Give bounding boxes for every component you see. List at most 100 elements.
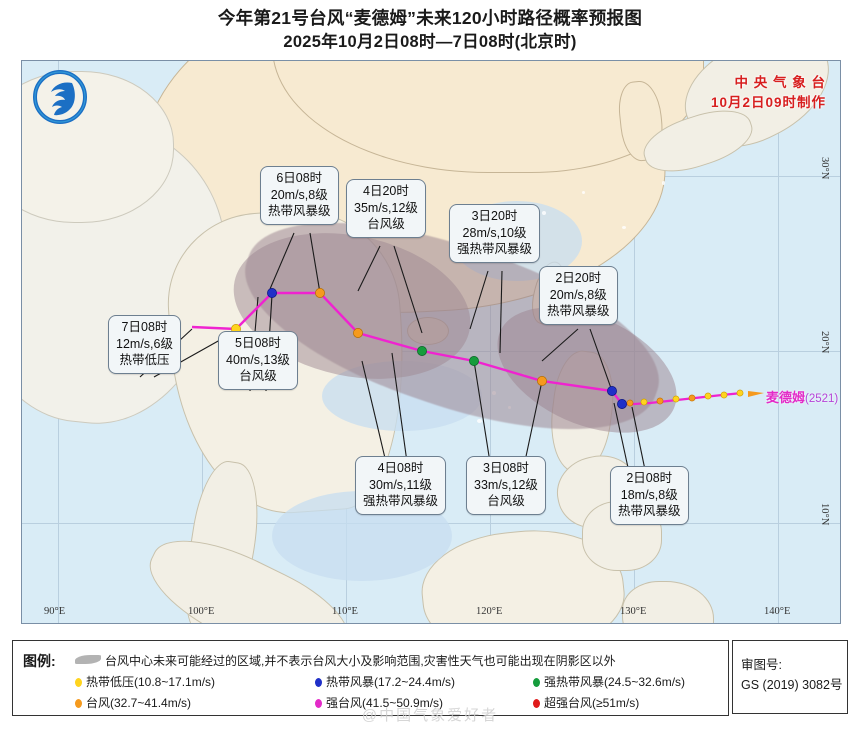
lon-label-120e: 120°E <box>476 606 503 617</box>
callout-3-08[interactable]: 3日08时 33m/s,12级 台风级 <box>466 456 546 515</box>
title-line-2: 2025年10月2日08时—7日08时(北京时) <box>283 33 577 52</box>
legend-label: 强台风(41.5~50.9m/s) <box>326 696 444 710</box>
callout-time: 4日08时 <box>377 461 424 475</box>
callout-wind: 30m/s,11级 <box>369 477 432 492</box>
callout-time: 2日08时 <box>626 471 673 485</box>
legend-item-super-ty: 超强台风(≥51m/s) <box>533 694 639 711</box>
callout-wind: 28m/s,10级 <box>462 225 527 240</box>
track-arrow-icon <box>748 391 764 397</box>
track-point-3-20 <box>469 356 479 366</box>
callout-time: 3日20时 <box>471 209 518 223</box>
legend-label: 热带风暴(17.2~24.4m/s) <box>326 675 456 689</box>
sty-dot-icon <box>315 699 322 708</box>
lat-label-20n: 20°N <box>819 331 830 354</box>
approval-panel: 审图号: GS (2019) 3082号 <box>732 640 848 714</box>
callout-wind: 33m/s,12级 <box>474 477 538 492</box>
storm-name-text: 麦德姆 <box>766 390 806 405</box>
storm-name-label: 麦德姆(2521) <box>766 387 838 406</box>
island-speck <box>477 419 482 423</box>
track-point-3-08 <box>537 376 547 386</box>
forecast-track-line-main <box>191 291 623 405</box>
callout-time: 4日20时 <box>363 184 409 198</box>
callout-4-20[interactable]: 4日20时 35m/s,12级 台风级 <box>346 179 426 238</box>
callout-category: 热带低压 <box>119 353 170 367</box>
track-point-2-20 <box>607 386 617 396</box>
legend-item-ts: 热带风暴(17.2~24.4m/s) <box>315 673 455 690</box>
legend-item-sts: 强热带风暴(24.5~32.6m/s) <box>533 673 685 690</box>
lon-label-140e: 140°E <box>764 606 791 617</box>
legend-label: 台风(32.7~41.4m/s) <box>86 696 192 710</box>
past-track-points <box>626 389 744 407</box>
legend-label: 热带低压(10.8~17.1m/s) <box>86 675 216 689</box>
callout-wind: 20m/s,8级 <box>270 187 328 202</box>
callout-wind: 18m/s,8级 <box>620 487 678 502</box>
callout-7-08[interactable]: 7日08时 12m/s,6级 热带低压 <box>108 315 181 374</box>
production-time: 10月2日09时制作 <box>710 95 826 111</box>
track-point-5-08 <box>315 288 325 298</box>
callout-category: 热带风暴级 <box>618 504 681 518</box>
agency-name: 中 央 气 象 台 <box>734 75 826 90</box>
callout-time: 5日08时 <box>235 336 281 350</box>
cma-dragon-logo-icon <box>32 69 88 125</box>
callout-category: 热带风暴级 <box>547 304 610 318</box>
legend-panel: 图例: 台风中心未来可能经过的区域,并不表示台风大小及影响范围,灾害性天气也可能… <box>12 640 729 716</box>
callout-3-20[interactable]: 3日20时 28m/s,10级 强热带风暴级 <box>449 204 541 263</box>
callout-time: 3日08时 <box>483 461 529 475</box>
track-point-4-08 <box>417 346 427 356</box>
callout-wind: 20m/s,8级 <box>549 287 607 302</box>
track-point-2-08 <box>617 399 627 409</box>
approval-number: GS (2019) 3082号 <box>741 678 843 692</box>
lon-label-130e: 130°E <box>620 606 647 617</box>
legend-item-ty: 台风(32.7~41.4m/s) <box>75 694 191 711</box>
callout-category: 台风级 <box>367 217 405 231</box>
callout-category: 强热带风暴级 <box>363 494 439 508</box>
lon-label-110e: 110°E <box>332 606 358 617</box>
callout-2-20[interactable]: 2日20时 20m/s,8级 热带风暴级 <box>539 266 618 325</box>
track-point-4-20 <box>353 328 363 338</box>
callout-5-08[interactable]: 5日08时 40m/s,13级 台风级 <box>218 331 298 390</box>
island-speck <box>582 191 585 194</box>
callout-wind: 12m/s,6级 <box>116 336 173 351</box>
callout-wind: 40m/s,13级 <box>226 352 290 367</box>
storm-number: (2521) <box>805 393 839 405</box>
callout-2-08[interactable]: 2日08时 18m/s,8级 热带风暴级 <box>610 466 689 525</box>
lat-label-10n: 10°N <box>819 503 830 526</box>
cone-swatch-icon <box>75 655 101 664</box>
approval-label: 审图号: <box>741 658 782 672</box>
callout-time: 6日08时 <box>276 171 323 185</box>
watermark: @中国气象爱好者 <box>361 707 499 724</box>
island-speck <box>622 226 626 229</box>
lon-label-90e: 90°E <box>44 606 66 617</box>
island-speck <box>662 181 665 185</box>
track-point-6-08 <box>267 288 277 298</box>
callout-time: 7日08时 <box>121 320 168 334</box>
legend-item-td: 热带低压(10.8~17.1m/s) <box>75 673 215 690</box>
lon-label-100e: 100°E <box>188 606 215 617</box>
callout-category: 台风级 <box>239 369 277 383</box>
legend-label: 强热带风暴(24.5~32.6m/s) <box>544 675 686 689</box>
title-line-1: 今年第21号台风“麦德姆”未来120小时路径概率预报图 <box>217 8 643 28</box>
legend-label: 超强台风(≥51m/s) <box>544 696 640 710</box>
gridline-lon-140 <box>778 61 779 623</box>
ts-dot-icon <box>315 678 322 687</box>
map-canvas[interactable]: 中 央 气 象 台 10月2日09时制作 6日08时 20m/s,8级 热带风暴… <box>21 60 841 624</box>
sts-dot-icon <box>533 678 540 687</box>
super-ty-dot-icon <box>533 699 540 708</box>
page-title: 今年第21号台风“麦德姆”未来120小时路径概率预报图 2025年10月2日08… <box>0 6 860 55</box>
callout-4-08[interactable]: 4日08时 30m/s,11级 强热带风暴级 <box>355 456 447 515</box>
callout-wind: 35m/s,12级 <box>354 200 418 215</box>
ty-dot-icon <box>75 699 82 708</box>
callout-category: 热带风暴级 <box>268 204 331 218</box>
td-dot-icon <box>75 678 82 687</box>
legend-title: 图例: <box>23 653 56 669</box>
callout-6-08[interactable]: 6日08时 20m/s,8级 热带风暴级 <box>260 166 339 225</box>
lat-label-30n: 30°N <box>819 157 830 180</box>
callout-time: 2日20时 <box>555 271 602 285</box>
legend-cone-note: 台风中心未来可能经过的区域,并不表示台风大小及影响范围,灾害性天气也可能出现在阴… <box>105 654 616 668</box>
legend-item-sty: 强台风(41.5~50.9m/s) <box>315 694 443 711</box>
callout-category: 强热带风暴级 <box>457 242 533 256</box>
agency-stamp: 中 央 气 象 台 10月2日09时制作 <box>711 73 826 114</box>
island-speck <box>542 211 546 215</box>
callout-category: 台风级 <box>487 494 525 508</box>
